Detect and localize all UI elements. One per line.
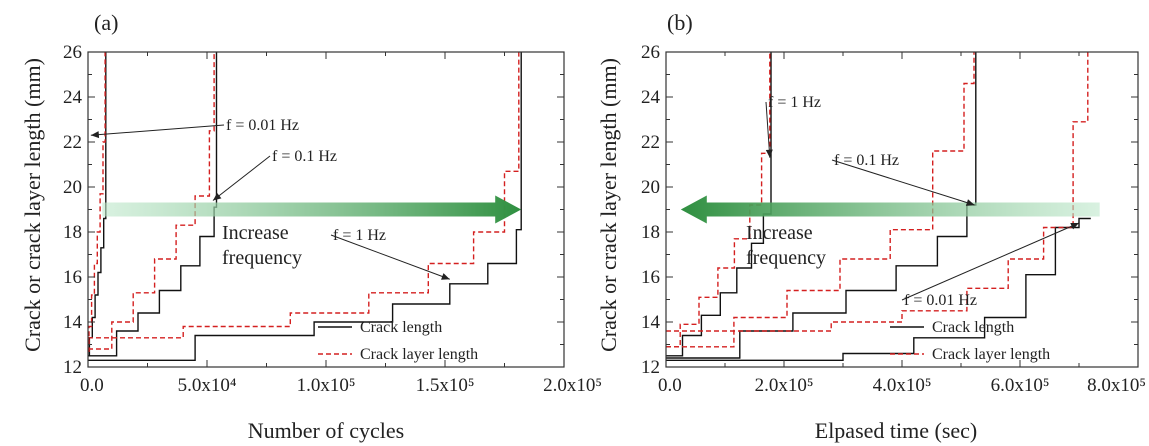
frequency-annotations-b: f = 1 Hzf = 0.1 Hzf = 0.01 Hz [766, 94, 1079, 309]
x-axis-title-b: Elpased time (sec) [815, 418, 978, 443]
x-tick-label-b: 2.0x10⁵ [755, 375, 814, 396]
legend-label-layer-a: Crack layer length [360, 346, 478, 363]
panel-label-a: (a) [94, 10, 118, 35]
series-layer-b-1 [666, 52, 770, 347]
annotation-arrowhead-f01-a [213, 193, 221, 201]
arrow-label-a-line2: frequency [222, 247, 302, 269]
series-layer-b-5 [666, 52, 1088, 331]
annotation-arrowhead-f1-a [441, 273, 450, 280]
arrow-shape-a [102, 196, 521, 224]
axis-ticks-b: 0.0 2.0x10⁵ 4.0x10⁵ 6.0x10⁵ 8.0x10⁵ 12 14 16 18 2… [641, 42, 1146, 396]
series-layer-a-3 [88, 52, 214, 349]
y-axis-title-a: Crack or crack layer length (mm) [20, 58, 45, 352]
series-crack-b-4 [666, 219, 1091, 361]
y-tick-label-b: 26 [641, 42, 660, 63]
increase-frequency-arrow-b [681, 196, 1100, 224]
series-layer-a-5 [88, 52, 519, 338]
annotation-arrowhead-f001-a [91, 131, 99, 138]
arrow-label-a-line1: Increase [222, 222, 289, 244]
y-tick-label-a: 24 [63, 87, 83, 108]
annotation-f01-a: f = 0.1 Hz [272, 148, 337, 165]
arrow-shape-b [681, 196, 1100, 224]
arrow-label-b-line1: Increase [746, 222, 813, 244]
annotation-leader-f1-a [331, 235, 450, 279]
annotation-leader-f001-a [91, 125, 224, 135]
x-tick-label-b: 6.0x10⁵ [991, 375, 1050, 396]
y-tick-label-b: 14 [641, 312, 661, 333]
x-tick-label-a: 0.0 [80, 375, 104, 396]
annotation-f1-b: f = 1 Hz [768, 94, 821, 111]
annotation-f1-a: f = 1 Hz [333, 227, 386, 244]
x-tick-label-a: 1.0x10⁵ [297, 375, 356, 396]
increase-frequency-arrow-a [102, 196, 521, 224]
y-tick-label-b: 18 [641, 222, 660, 243]
x-tick-label-a: 2.0x10⁵ [543, 375, 602, 396]
x-tick-label-b: 0.0 [658, 375, 682, 396]
y-tick-label-a: 12 [63, 357, 82, 378]
panel-a: (a) Crack or crack layer length (mm) Num… [20, 10, 602, 443]
y-tick-label-a: 16 [63, 267, 82, 288]
x-tick-label-b: 8.0x10⁵ [1087, 375, 1146, 396]
x-axis-title-a: Number of cycles [248, 418, 404, 443]
arrow-label-b-line2: frequency [746, 247, 826, 269]
y-tick-label-a: 18 [63, 222, 82, 243]
y-tick-label-b: 16 [641, 267, 660, 288]
x-tick-label-a: 1.5x10⁵ [416, 375, 475, 396]
panel-b: (b) Crack or crack layer length (mm) Elp… [596, 10, 1146, 443]
legend-label-crack-a: Crack length [360, 319, 442, 336]
annotation-arrowhead-f1-b [766, 150, 773, 158]
y-tick-label-b: 20 [641, 177, 660, 198]
panel-label-b: (b) [667, 10, 693, 35]
legend-label-crack-b: Crack length [932, 319, 1014, 336]
y-tick-label-b: 12 [641, 357, 660, 378]
y-tick-label-b: 24 [641, 87, 661, 108]
y-tick-label-a: 26 [63, 42, 82, 63]
y-tick-label-b: 22 [641, 132, 660, 153]
legend-label-layer-b: Crack layer length [932, 346, 1050, 363]
annotation-leader-f001-b [902, 223, 1079, 300]
y-tick-label-a: 14 [63, 312, 83, 333]
annotation-f01-b: f = 0.1 Hz [834, 152, 899, 169]
y-tick-label-a: 20 [63, 177, 82, 198]
annotation-leader-f01-a [213, 156, 270, 201]
y-tick-label-a: 22 [63, 132, 82, 153]
annotation-leader-f01-b [832, 160, 975, 205]
annotation-f001-a: f = 0.01 Hz [226, 117, 299, 134]
x-tick-label-b: 4.0x10⁵ [873, 375, 932, 396]
legend-a: Crack length Crack layer length [318, 319, 478, 363]
y-axis-title-b: Crack or crack layer length (mm) [596, 58, 621, 352]
x-tick-label-a: 5.0x10⁴ [178, 375, 237, 396]
